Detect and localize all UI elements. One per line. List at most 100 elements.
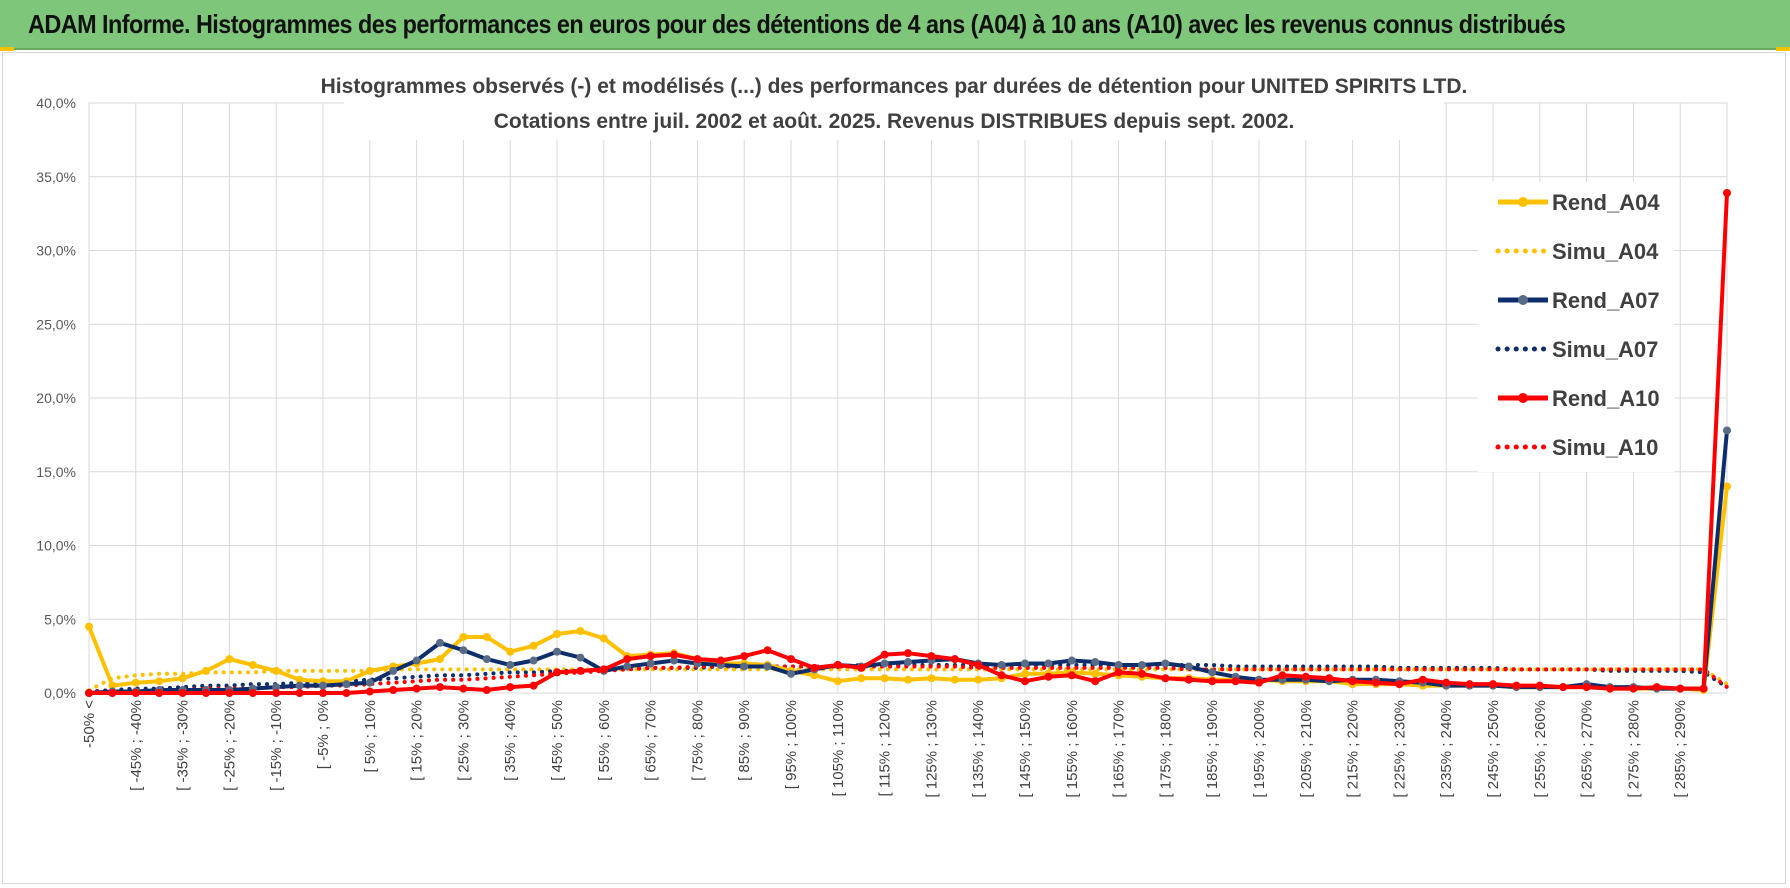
point-Rend_A04 (272, 666, 281, 675)
x-tick-label: [ 185% ; 190% (1204, 700, 1221, 798)
point-Rend_A10 (295, 689, 304, 697)
legend-label-Simu_A07: Simu_A07 (1552, 337, 1658, 362)
point-Rend_A10 (1489, 680, 1497, 689)
point-Rend_A10 (412, 684, 421, 693)
point-Rend_A10 (576, 666, 585, 675)
point-Rend_A10 (1723, 188, 1731, 197)
x-tick-label: [ 5% ; 10% (362, 700, 379, 773)
point-Rend_A10 (482, 686, 491, 695)
point-Rend_A10 (272, 689, 281, 697)
x-tick-label: [ 165% ; 170% (1111, 700, 1128, 798)
title-background (344, 64, 1444, 140)
point-Rend_A07 (412, 656, 421, 665)
x-tick-label: [ -25% ; -20% (221, 700, 238, 791)
point-Rend_A10 (810, 663, 819, 672)
point-Rend_A04 (974, 675, 983, 684)
point-Rend_A04 (365, 666, 374, 675)
chart-frame (2, 52, 1786, 884)
point-Rend_A10 (927, 652, 936, 661)
x-tick-label: [ 225% ; 230% (1391, 700, 1408, 798)
series-line-Simu_A04 (87, 667, 1729, 692)
point-Rend_A07 (389, 666, 398, 675)
point-Rend_A04 (576, 627, 585, 636)
y-tick-label: 10,0% (36, 538, 76, 554)
x-tick-label: [ 195% ; 200% (1251, 700, 1268, 798)
point-Rend_A04 (248, 660, 257, 669)
x-tick-label: [ 105% ; 110% (830, 700, 847, 796)
point-Rend_A10 (1629, 684, 1638, 693)
x-tick-label: [ -15% ; -10% (268, 700, 285, 791)
y-tick-label: 20,0% (36, 390, 76, 406)
point-Rend_A04 (529, 641, 538, 650)
point-Rend_A04 (553, 630, 561, 638)
point-Rend_A07 (646, 659, 655, 668)
x-tick-label: [ 255% ; 260% (1532, 700, 1549, 798)
point-Rend_A10 (1067, 671, 1076, 680)
point-Rend_A07 (1138, 660, 1146, 669)
x-tick-label: [ 285% ; 290% (1672, 700, 1689, 798)
point-Rend_A07 (763, 662, 772, 671)
point-Rend_A07 (1091, 658, 1100, 667)
point-Rend_A10 (1652, 683, 1661, 692)
point-Rend_A07 (997, 660, 1006, 669)
point-Rend_A04 (950, 675, 959, 684)
chart-title-line1: Histogrammes observés (-) et modélisés (… (321, 75, 1468, 98)
point-Rend_A07 (880, 659, 889, 668)
point-Rend_A04 (857, 674, 866, 683)
point-Rend_A07 (1208, 668, 1217, 677)
x-tick-label: [ 25% ; 30% (455, 700, 472, 781)
y-tick-label: 25,0% (36, 316, 76, 332)
point-Rend_A10 (857, 663, 866, 672)
point-Rend_A07 (1044, 659, 1053, 668)
point-Rend_A07 (295, 681, 304, 690)
point-Rend_A10 (1231, 677, 1240, 686)
point-Rend_A07 (1021, 659, 1029, 668)
point-Rend_A10 (108, 689, 117, 697)
point-Rend_A04 (108, 681, 117, 690)
y-tick-label: 15,0% (36, 464, 76, 480)
point-Rend_A10 (553, 668, 561, 677)
x-tick-label: [ 135% ; 140% (970, 700, 987, 798)
y-tick-label: 35,0% (36, 169, 76, 185)
point-Rend_A04 (1091, 669, 1100, 678)
legend-marker-Rend_A10 (1518, 393, 1528, 403)
point-Rend_A10 (1418, 675, 1427, 684)
point-Rend_A10 (740, 652, 749, 661)
point-Rend_A07 (623, 662, 632, 671)
x-tick-label: [ 35% ; 40% (502, 700, 519, 781)
grid (88, 102, 1728, 694)
point-Rend_A07 (1161, 659, 1170, 668)
corner-accent-left (0, 47, 14, 51)
point-Rend_A10 (1465, 680, 1474, 689)
x-tick-label: [ 245% ; 250% (1485, 700, 1502, 798)
point-Rend_A10 (1021, 677, 1029, 686)
point-Rend_A10 (646, 652, 655, 661)
point-Rend_A07 (436, 638, 444, 647)
point-Rend_A04 (178, 674, 187, 683)
point-Rend_A07 (1184, 662, 1193, 671)
point-Rend_A10 (225, 689, 234, 697)
point-Rend_A07 (1067, 656, 1076, 665)
point-Rend_A04 (506, 647, 515, 656)
banner-title: ADAM Informe. Histogrammes des performan… (28, 9, 1566, 39)
point-Rend_A07 (342, 680, 351, 689)
legend-marker-Rend_A07 (1518, 295, 1528, 305)
point-Rend_A07 (459, 646, 468, 655)
corner-accent-right (1776, 47, 1790, 51)
x-tick-label: [ 115% ; 120% (877, 700, 894, 796)
point-Rend_A10 (1535, 681, 1544, 690)
point-Rend_A10 (670, 650, 678, 659)
series-group (85, 188, 1731, 697)
point-Rend_A10 (1208, 677, 1217, 686)
point-Rend_A10 (1161, 674, 1170, 683)
point-Rend_A04 (599, 634, 608, 643)
point-Rend_A10 (763, 646, 772, 655)
point-Rend_A10 (1512, 681, 1521, 690)
point-Rend_A07 (1723, 426, 1731, 435)
legend-label-Rend_A04: Rend_A04 (1552, 190, 1660, 215)
point-Rend_A07 (670, 656, 678, 665)
point-Rend_A10 (506, 683, 515, 692)
point-Rend_A07 (482, 655, 491, 664)
point-Rend_A10 (1325, 674, 1334, 683)
